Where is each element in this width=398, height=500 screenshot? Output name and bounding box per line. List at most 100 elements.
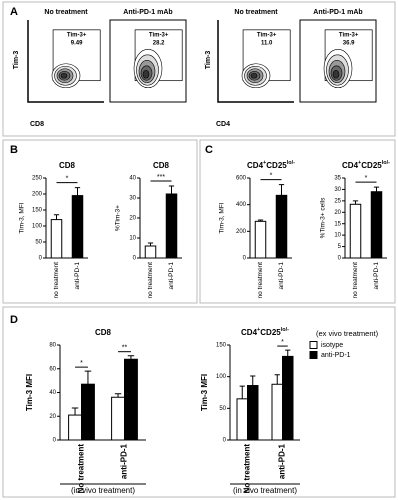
gate-label: Tim-3+ xyxy=(67,32,87,38)
y-axis-label: %Tim-3+ cells xyxy=(320,197,327,239)
y-tick-label: 20 xyxy=(49,414,56,420)
panel-a-frame xyxy=(2,1,396,137)
x-tick-label: no treatment xyxy=(147,262,154,299)
y-tick-label: 0 xyxy=(243,256,247,262)
contour xyxy=(250,72,258,79)
chart-title: CD8 xyxy=(153,161,170,170)
y-tick-label: 60 xyxy=(49,366,56,372)
significance-label: *** xyxy=(157,174,165,181)
y-tick-label: 80 xyxy=(49,343,56,349)
legend-label: isotype xyxy=(321,342,343,349)
gate-value: 28.2 xyxy=(153,40,165,46)
bar xyxy=(111,396,125,441)
x-tick-label: anti-PD-1 xyxy=(278,262,285,290)
y-tick-label: 0 xyxy=(223,438,227,444)
y-tick-label: 20 xyxy=(334,210,341,216)
y-tick-label: 100 xyxy=(32,224,43,230)
gate-value: 36.9 xyxy=(343,40,355,46)
significance-label: * xyxy=(281,339,284,346)
x-tick-label: no treatment xyxy=(257,262,264,299)
bar xyxy=(247,385,259,441)
y-tick-label: 0 xyxy=(338,256,342,262)
bar xyxy=(124,358,138,441)
plot-title: Anti-PD-1 mAb xyxy=(123,9,172,16)
y-tick-label: 0 xyxy=(53,438,57,444)
x-tick-label: anti-PD-1 xyxy=(120,443,129,479)
title-part: + xyxy=(358,160,361,166)
title-part: + xyxy=(263,160,266,166)
y-tick-label: 50 xyxy=(35,240,42,246)
bar xyxy=(71,195,84,259)
significance-label: * xyxy=(80,360,83,367)
panel-label: C xyxy=(205,144,213,156)
y-tick-label: 200 xyxy=(236,229,247,235)
error-bar xyxy=(352,200,359,205)
x-tick-label: No treatment xyxy=(77,444,86,494)
bar xyxy=(254,220,267,259)
bar xyxy=(68,414,82,441)
y-tick-label: 10 xyxy=(334,233,341,239)
error-bar xyxy=(285,349,291,357)
title-part: CD25 xyxy=(260,328,281,337)
bar xyxy=(50,219,63,259)
y-tick-label: 150 xyxy=(32,208,43,214)
error-bar xyxy=(274,374,280,385)
gate-label: Tim-3+ xyxy=(149,32,169,38)
plot-frame xyxy=(299,19,377,103)
legend-label: anti-PD-1 xyxy=(321,352,351,359)
bar xyxy=(349,203,362,259)
y-tick-label: 400 xyxy=(236,202,247,208)
x-tick-label: no treatment xyxy=(53,262,60,299)
y-tick-label: 35 xyxy=(334,176,341,182)
chart-title: CD4+CD25lo/- xyxy=(247,160,295,170)
error-bar xyxy=(127,355,135,360)
y-tick-label: 100 xyxy=(216,374,227,380)
x-tick-label: anti-PD-1 xyxy=(74,262,81,290)
error-bar xyxy=(373,186,380,192)
title-part: CD4 xyxy=(342,161,359,170)
y-tick-label: 30 xyxy=(129,196,136,202)
y-tick-label: 20 xyxy=(129,216,136,222)
contour xyxy=(60,72,68,79)
significance-label: * xyxy=(365,175,368,182)
title-part: lo/- xyxy=(382,160,390,166)
y-axis-label: Tim-3 xyxy=(205,51,212,70)
error-bar xyxy=(147,242,154,246)
bar xyxy=(144,245,157,259)
x-axis-label: (in vivo treatment) xyxy=(233,486,297,495)
title-part: + xyxy=(257,327,260,333)
x-tick-label: anti-PD-1 xyxy=(373,262,380,290)
title-part: CD4 xyxy=(247,161,264,170)
bar xyxy=(236,398,248,441)
y-tick-label: 10 xyxy=(129,236,136,242)
y-tick-label: 30 xyxy=(334,187,341,193)
bar xyxy=(275,194,288,259)
x-axis-label: CD4 xyxy=(216,121,230,128)
y-tick-label: 15 xyxy=(334,221,341,227)
error-bar xyxy=(71,407,79,416)
y-tick-label: 150 xyxy=(216,343,227,349)
significance-label: * xyxy=(270,173,273,180)
x-tick-label: No treatment xyxy=(243,444,252,494)
legend-swatch xyxy=(309,351,318,359)
y-tick-label: 0 xyxy=(39,256,43,262)
y-tick-label: 0 xyxy=(133,256,137,262)
bar xyxy=(271,383,283,441)
plot-title: No treatment xyxy=(44,9,88,16)
contour xyxy=(142,69,150,79)
bar xyxy=(81,383,95,441)
panel-label: A xyxy=(10,6,18,18)
significance-label: * xyxy=(66,175,69,182)
panel-label: B xyxy=(10,144,18,156)
y-axis-label: Tim-3, MFI xyxy=(19,202,26,233)
title-part: lo/- xyxy=(281,327,289,333)
error-bar xyxy=(84,370,92,385)
chart-title: CD8 xyxy=(95,328,112,337)
plot-title: No treatment xyxy=(234,9,278,16)
gate-label: Tim-3+ xyxy=(257,32,277,38)
title-part: CD4 xyxy=(241,328,258,337)
title-part: CD25 xyxy=(361,161,382,170)
y-tick-label: 40 xyxy=(129,176,136,182)
y-tick-label: 5 xyxy=(338,244,342,250)
